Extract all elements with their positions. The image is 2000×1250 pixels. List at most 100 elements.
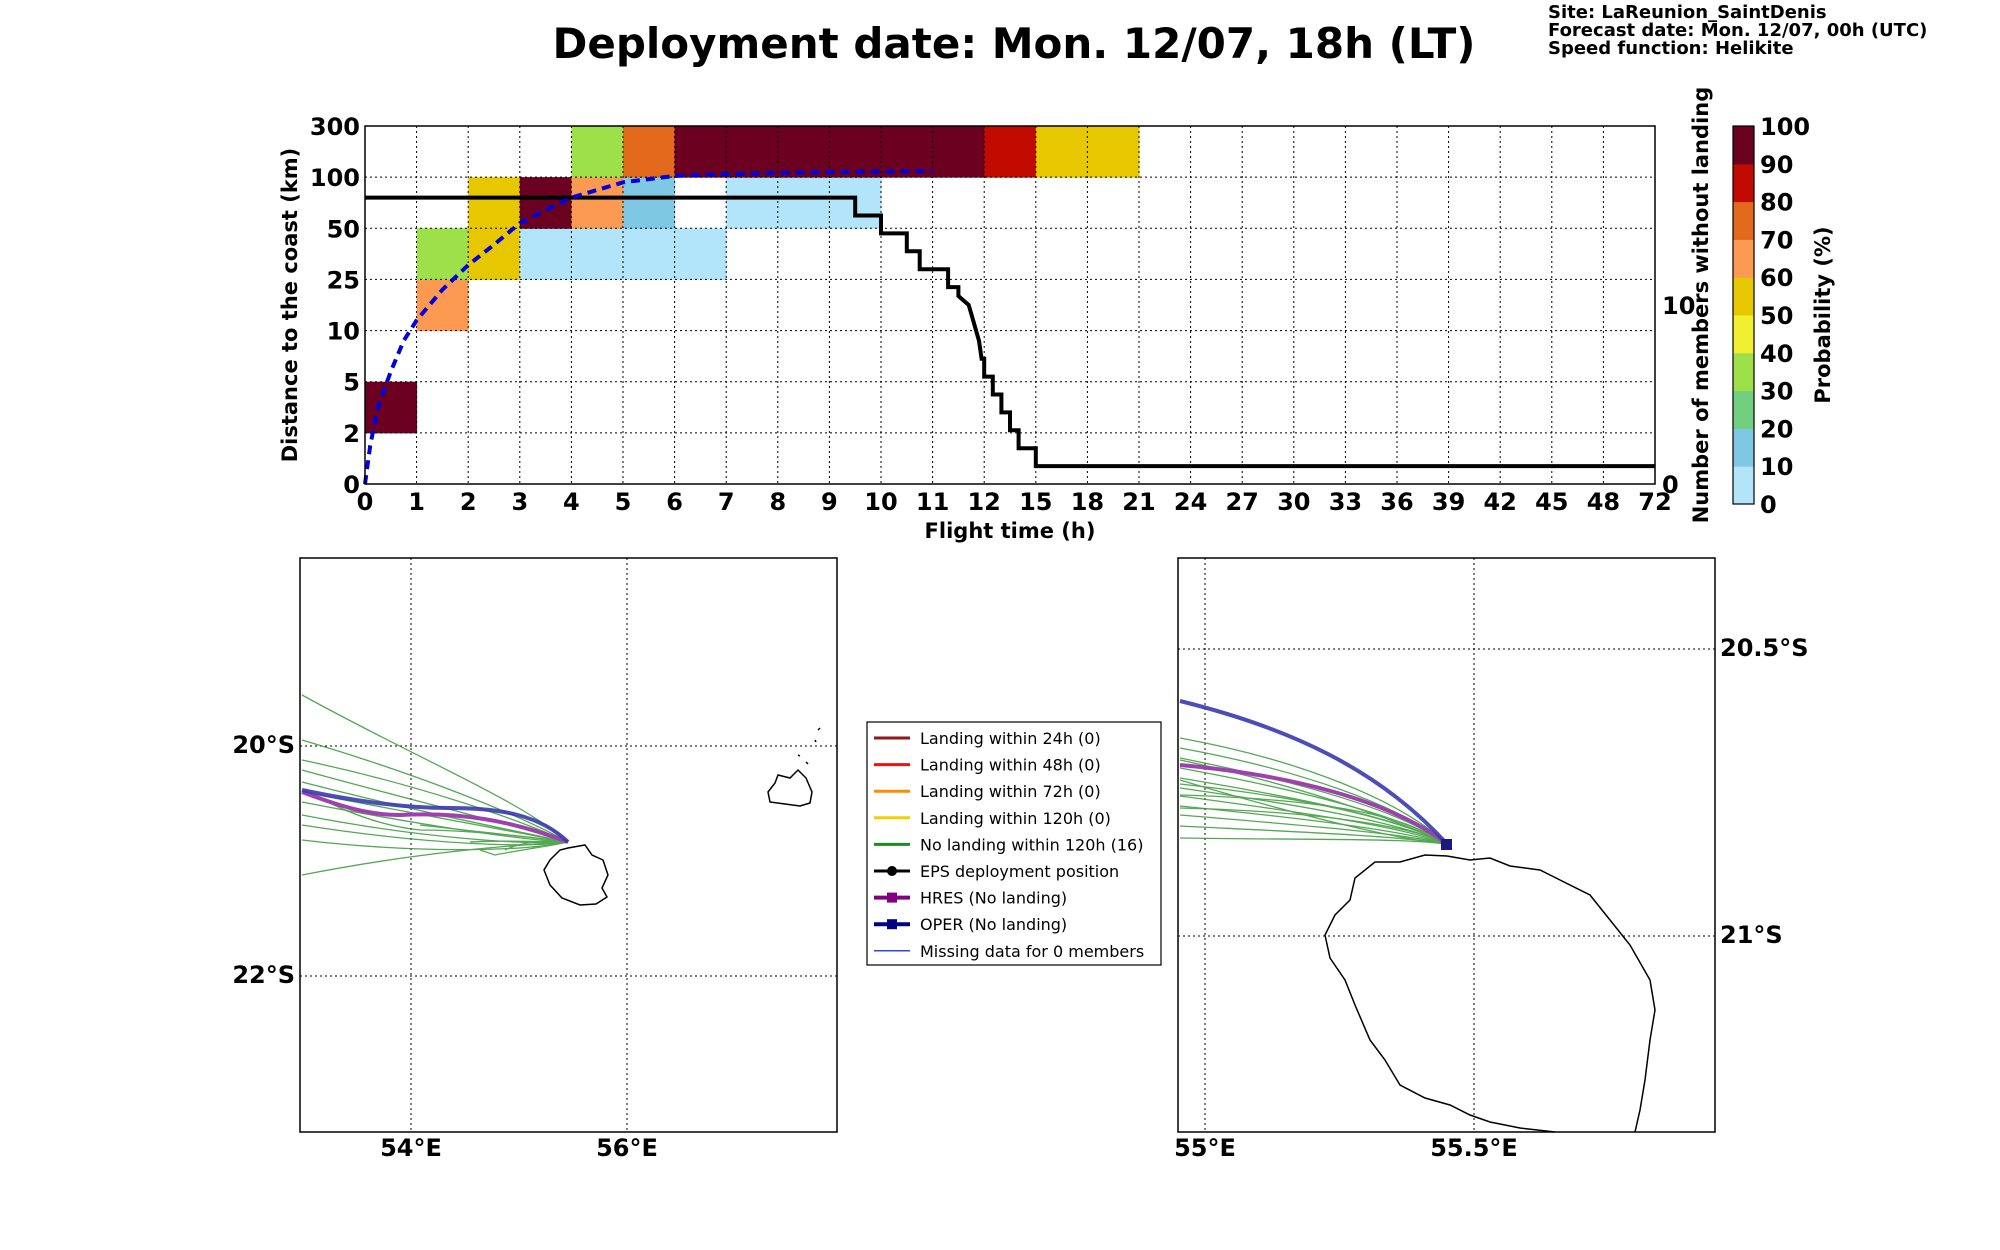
probability-cell [674, 126, 727, 178]
y-tick-label: 100 [310, 164, 360, 192]
ensemble-track [1179, 737, 1448, 845]
y2-tick-label: 10 [1662, 292, 1695, 320]
legend: Landing within 24h (0) Landing within 48h… [866, 721, 1162, 966]
ensemble-track [419, 824, 569, 843]
deployment-position-marker [1441, 839, 1452, 850]
ensemble-track [479, 841, 569, 856]
probability-cell [1087, 126, 1140, 178]
colorbar-tick-label: 60 [1760, 264, 1793, 292]
legend-items: Landing within 24h (0) Landing within 48h… [874, 729, 1144, 961]
x-tick-label: 45 [1535, 488, 1568, 516]
ensemble-track [1179, 783, 1448, 845]
probability-cell [984, 126, 1037, 178]
map-left-frame [299, 557, 838, 1133]
colorbar-block [1733, 277, 1754, 316]
local-trajectory-map: 55°E 55.5°E 20.5°S 21°S [1174, 557, 1809, 1162]
probability-cell [623, 228, 676, 280]
ensemble-track [1179, 814, 1448, 845]
x-tick-label: 18 [1071, 488, 1104, 516]
colorbar-block [1733, 390, 1754, 429]
x-tick-label: 0 [357, 488, 374, 516]
probability-cell [468, 177, 521, 229]
probability-cell [623, 126, 676, 178]
probability-cell [468, 228, 521, 280]
y2-tick-labels: 0 10 [1662, 292, 1695, 499]
probability-cell [519, 228, 572, 280]
x-tick-label: 10 [864, 488, 897, 516]
legend-marker [887, 919, 897, 930]
legend-label: Landing within 24h (0) [920, 729, 1101, 748]
probability-cell [623, 177, 676, 229]
y-axis-label: Distance to the coast (km) [278, 148, 302, 463]
legend-label: Landing within 120h (0) [920, 809, 1111, 828]
probability-cell [932, 126, 985, 178]
probability-cell [829, 126, 882, 178]
x-tick-label: 3 [511, 488, 528, 516]
y-tick-label: 2 [343, 420, 360, 448]
y-tick-label: 10 [327, 318, 360, 346]
colorbar-tick-label: 100 [1760, 113, 1810, 141]
colorbar-tick-label: 20 [1760, 415, 1793, 443]
probability-cell [571, 177, 624, 229]
map-left-ytick: 22°S [232, 961, 295, 989]
page-title: Deployment date: Mon. 12/07, 18h (LT) [552, 19, 1475, 68]
probability-chart: 0 1 2 3 4 5 6 7 8 9 10 11 12 15 18 21 24 27 30 33 36 39 42 45 48… [278, 87, 1713, 543]
x-axis-label: Flight time (h) [925, 519, 1096, 543]
x-tick-label: 30 [1277, 488, 1310, 516]
map-left-xtick: 56°E [596, 1134, 658, 1162]
mauritius-island-outline [767, 768, 813, 807]
map-right-xtick: 55°E [1174, 1134, 1236, 1162]
ensemble-track [301, 841, 569, 876]
y-tick-label: 300 [310, 113, 360, 141]
ensemble-track [301, 791, 569, 843]
x-tick-label: 36 [1380, 488, 1413, 516]
legend-label: Landing within 72h (0) [920, 782, 1101, 801]
colorbar-tick-label: 40 [1760, 340, 1793, 368]
legend-label: Landing within 48h (0) [920, 756, 1101, 775]
colorbar-block [1733, 163, 1754, 203]
legend-label: Missing data for 0 members [920, 942, 1144, 961]
legend-label: OPER (No landing) [920, 915, 1067, 934]
ensemble-trajectories-zoom [1179, 737, 1448, 845]
x-tick-label: 4 [563, 488, 580, 516]
map-left-xtick: 54°E [380, 1134, 442, 1162]
colorbar-tick-label: 70 [1760, 226, 1793, 254]
colorbar-tick-label: 10 [1760, 453, 1793, 481]
forecast-date-label: Forecast date: Mon. 12/07, 00h (UTC) [1548, 20, 1927, 41]
probability-cell [674, 228, 727, 280]
colorbar-tick-label: 90 [1760, 151, 1793, 179]
x-tick-label: 11 [916, 488, 949, 516]
reunion-island-outline [543, 844, 609, 906]
colorbar-tick-label: 50 [1760, 302, 1793, 330]
probability-cell [726, 177, 779, 229]
hres-track-zoom [1179, 763, 1449, 846]
x-tick-label: 8 [769, 488, 786, 516]
x-tick-label: 39 [1432, 488, 1465, 516]
legend-frame [866, 721, 1162, 966]
colorbar-tick-label: 30 [1760, 378, 1793, 406]
map-right-frame [1177, 557, 1716, 1133]
y-tick-label: 5 [343, 369, 360, 397]
colorbar-block [1733, 239, 1754, 278]
x-tick-label: 2 [460, 488, 477, 516]
legend-label: EPS deployment position [920, 862, 1119, 881]
colorbar-tick-label: 0 [1760, 491, 1777, 519]
hres-track [301, 790, 569, 844]
x-tick-label: 7 [718, 488, 735, 516]
ensemble-track [1179, 779, 1448, 845]
probability-cell [726, 126, 779, 178]
colorbar: 0 10 20 30 40 50 60 70 80 90 100 Probability (%) [1732, 113, 1835, 519]
map-right-ytick: 21°S [1720, 921, 1783, 949]
y-tick-label: 50 [327, 215, 360, 243]
reunion-coastline [1324, 854, 1656, 1133]
horizontal-gridlines [365, 176, 1655, 434]
probability-cell [365, 381, 418, 434]
members-without-landing-line [365, 195, 1655, 469]
colorbar-frame [1732, 125, 1755, 505]
x-tick-label: 15 [1019, 488, 1052, 516]
oper-track [301, 788, 570, 844]
x-tick-label: 9 [821, 488, 838, 516]
colorbar-blocks [1733, 126, 1754, 505]
x-tick-label: 5 [615, 488, 632, 516]
